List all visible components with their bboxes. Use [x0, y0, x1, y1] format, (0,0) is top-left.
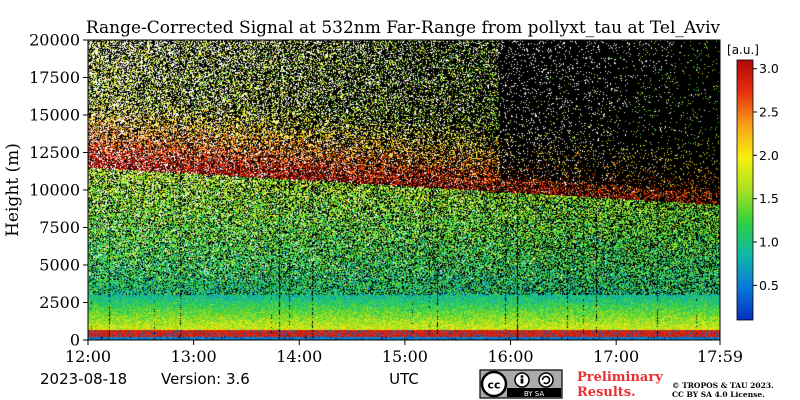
y-axis-label: Height (m): [3, 143, 23, 237]
colorbar-unit-label: [a.u.]: [727, 43, 759, 57]
copyright-line2: CC BY SA 4.0 License.: [672, 390, 765, 399]
colorbar-tick-label: 0.5: [759, 278, 779, 293]
y-tick-label: 0: [70, 331, 80, 350]
by-attribution-body: [520, 378, 524, 384]
colorbar: [a.u.] 0.5 1.0 1.5 2.0 2.5 3.0: [727, 43, 779, 321]
y-tick-label: 15000: [29, 106, 80, 125]
cc-badge-text: BY SA: [524, 390, 544, 398]
y-tick-label: 2500: [39, 293, 80, 312]
x-tick-label: 17:00: [593, 347, 639, 366]
by-attribution-head: [520, 375, 524, 378]
y-tick-label: 7500: [39, 218, 80, 237]
cc-license-badge: cc BY SA: [479, 369, 563, 399]
chart-title: Range-Corrected Signal at 532nm Far-Rang…: [86, 18, 721, 38]
cc-logo-icon: [480, 370, 508, 398]
footer-date: 2023-08-18: [40, 370, 127, 388]
y-tick-label: 20000: [29, 31, 80, 50]
footer-version: Version: 3.6: [161, 370, 250, 388]
x-tick-label: 17:59: [697, 347, 743, 366]
x-tick-label: 12:00: [65, 347, 111, 366]
colorbar-ticks: 0.5 1.0 1.5 2.0 2.5 3.0: [753, 61, 779, 293]
colorbar-tick-label: 3.0: [759, 61, 779, 76]
preliminary-label-line1: Preliminary: [577, 370, 663, 385]
signal-heatmap: [88, 40, 720, 340]
share-alike-arrow: [541, 375, 551, 385]
cc-badge-strip: [507, 388, 561, 397]
colorbar-scale: [736, 59, 754, 321]
colorbar-tick-label: 1.0: [759, 235, 779, 250]
x-axis-label: UTC: [389, 370, 419, 388]
x-tick-label: 15:00: [382, 347, 428, 366]
plot-area: [87, 39, 721, 341]
colorbar-tick-label: 2.0: [759, 148, 779, 163]
copyright-line1: © TROPOS & TAU 2023.: [672, 381, 774, 390]
y-tick-label: 12500: [29, 143, 80, 162]
y-axis: 0 2500 5000 7500 10000 12500 15000 17500 20000: [29, 31, 88, 350]
x-tick-label: 16:00: [487, 347, 533, 366]
share-alike-icon: [538, 372, 554, 388]
colorbar-tick-label: 2.5: [759, 105, 779, 120]
colorbar-tick-label: 1.5: [759, 191, 779, 206]
y-tick-label: 17500: [29, 68, 80, 87]
x-tick-label: 13:00: [171, 347, 217, 366]
x-axis: 12:00 13:00 14:00 15:00 16:00 17:00 17:59: [65, 340, 743, 366]
preliminary-label-line2: Results.: [577, 385, 636, 400]
y-tick-label: 5000: [39, 256, 80, 275]
y-tick-label: 10000: [29, 181, 80, 200]
x-tick-label: 14:00: [276, 347, 322, 366]
cc-logo-glyph: cc: [487, 379, 500, 392]
